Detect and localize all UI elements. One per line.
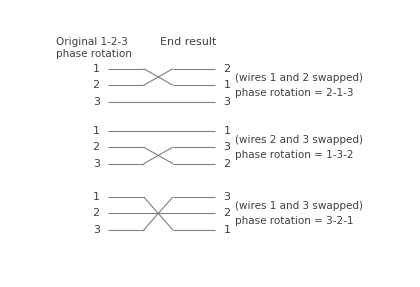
- Text: phase rotation = 3-2-1: phase rotation = 3-2-1: [235, 216, 353, 226]
- Text: (wires 1 and 2 swapped): (wires 1 and 2 swapped): [235, 73, 363, 83]
- Text: 3: 3: [223, 142, 231, 152]
- Text: (wires 1 and 3 swapped): (wires 1 and 3 swapped): [235, 201, 363, 211]
- Text: 2: 2: [92, 208, 100, 218]
- Text: 3: 3: [93, 159, 100, 169]
- Text: 1: 1: [223, 80, 231, 90]
- Text: Original 1-2-3
phase rotation: Original 1-2-3 phase rotation: [56, 37, 131, 59]
- Text: 2: 2: [92, 80, 100, 90]
- Text: 1: 1: [93, 192, 100, 202]
- Text: phase rotation = 1-3-2: phase rotation = 1-3-2: [235, 150, 353, 160]
- Text: 3: 3: [223, 97, 231, 107]
- Text: 3: 3: [93, 97, 100, 107]
- Text: 1: 1: [93, 64, 100, 74]
- Text: 3: 3: [93, 225, 100, 235]
- Text: 1: 1: [223, 225, 231, 235]
- Text: 1: 1: [93, 126, 100, 135]
- Text: 2: 2: [223, 208, 231, 218]
- Text: 2: 2: [223, 159, 231, 169]
- Text: 3: 3: [223, 192, 231, 202]
- Text: (wires 2 and 3 swapped): (wires 2 and 3 swapped): [235, 135, 363, 145]
- Text: 1: 1: [223, 126, 231, 135]
- Text: 2: 2: [92, 142, 100, 152]
- Text: phase rotation = 2-1-3: phase rotation = 2-1-3: [235, 88, 353, 98]
- Text: End result: End result: [160, 37, 216, 47]
- Text: 2: 2: [223, 64, 231, 74]
